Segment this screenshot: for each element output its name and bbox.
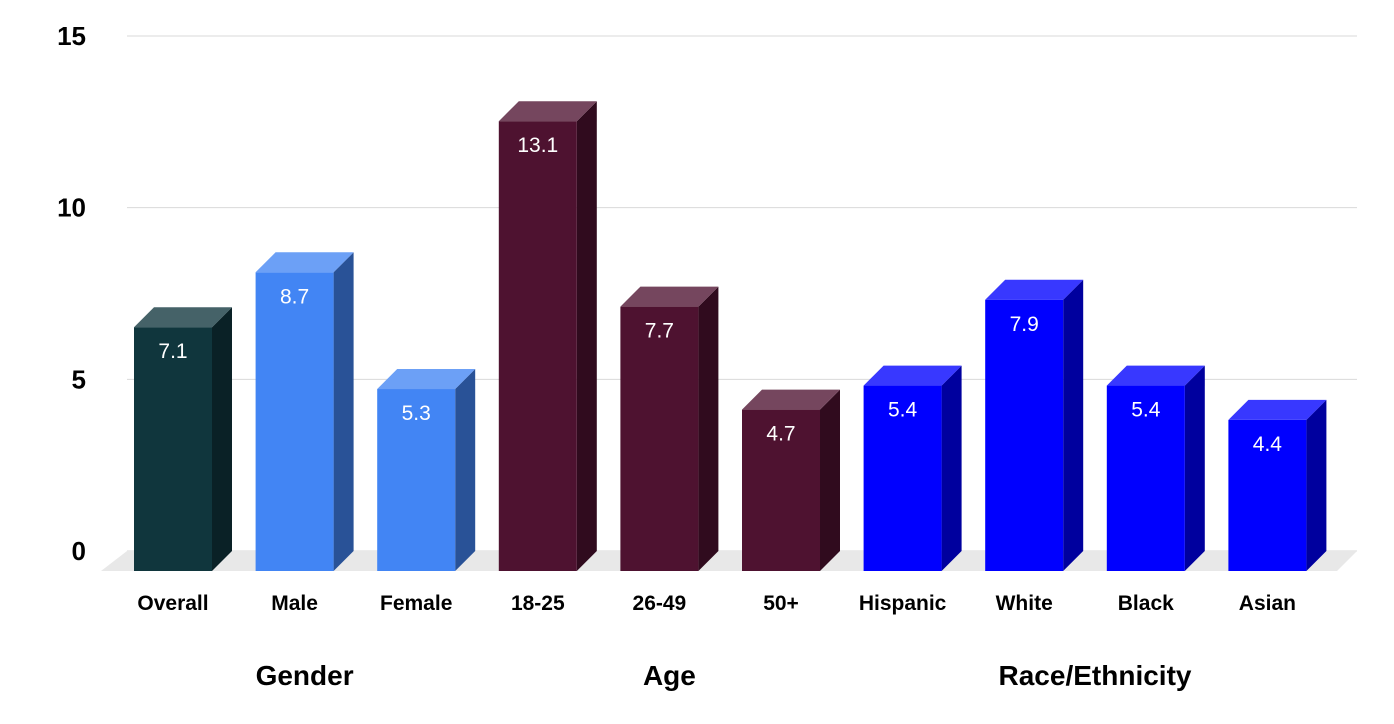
- bar-top: [742, 389, 840, 410]
- bar-top: [377, 369, 476, 390]
- bar: [1106, 365, 1205, 571]
- bar: [985, 279, 1084, 571]
- bar: [377, 369, 476, 571]
- bar-front: [620, 306, 699, 571]
- data-label: 4.7: [766, 423, 795, 446]
- group-labels: Gender Age Race/Ethnicity: [256, 660, 1192, 691]
- bar-front: [498, 121, 577, 571]
- data-label: 7.9: [1010, 313, 1039, 336]
- bar-front: [1228, 419, 1307, 571]
- y-axis-ticks: 0 5 10 15: [57, 21, 86, 566]
- bar: [742, 389, 840, 571]
- group-label: Gender: [256, 660, 354, 691]
- bar-top: [863, 365, 962, 386]
- x-tick-label: 26-49: [633, 592, 687, 615]
- bar-top: [620, 286, 719, 307]
- data-label: 5.4: [888, 399, 918, 422]
- data-label: 4.4: [1253, 433, 1283, 456]
- data-label: 7.7: [645, 320, 674, 343]
- x-tick-label: 50+: [763, 592, 799, 615]
- bar-front: [863, 385, 942, 571]
- bar-top: [1228, 399, 1327, 420]
- x-tick-label: White: [996, 592, 1053, 615]
- x-tick-label: Male: [271, 592, 318, 615]
- bar: [134, 307, 232, 571]
- y-tick-label: 5: [72, 364, 86, 394]
- bar-side: [820, 389, 840, 571]
- bar-top: [1106, 365, 1205, 386]
- bar-front: [377, 389, 456, 571]
- bar-front: [255, 272, 334, 571]
- bar-top: [255, 252, 354, 273]
- x-tick-label: Female: [380, 592, 452, 615]
- data-label: 5.4: [1131, 399, 1161, 422]
- bar-side: [1184, 365, 1205, 571]
- data-label: 5.3: [402, 402, 431, 425]
- bar: [863, 365, 962, 571]
- bar-front: [1106, 385, 1185, 571]
- group-label: Age: [643, 660, 696, 691]
- bar: [498, 101, 597, 571]
- y-tick-label: 0: [72, 536, 86, 566]
- bar: [255, 252, 354, 572]
- bar-top: [134, 307, 232, 328]
- y-tick-label: 15: [57, 21, 86, 51]
- bar-side: [212, 307, 232, 571]
- bar-front: [742, 409, 820, 571]
- bar-front: [985, 299, 1064, 571]
- data-label: 7.1: [158, 340, 187, 363]
- bar-side: [698, 286, 719, 571]
- data-label: 8.7: [280, 285, 309, 308]
- bar-side: [1306, 399, 1327, 571]
- bar-top: [498, 101, 597, 122]
- bar-side: [576, 101, 597, 571]
- x-tick-label: Black: [1118, 592, 1174, 615]
- data-labels: 7.1 8.7 5.3 13.1 7.7 4.7 5.4 7.9 5.4 4.4: [158, 134, 1282, 456]
- bar-side: [1063, 279, 1084, 571]
- bar-side: [333, 252, 354, 572]
- x-axis-ticks: Overall Male Female 18-25 26-49 50+ Hispanic Wh…: [137, 592, 1296, 615]
- x-tick-label: 18-25: [511, 592, 565, 615]
- y-tick-label: 10: [57, 193, 86, 223]
- bar-side: [941, 365, 962, 571]
- x-tick-label: Hispanic: [859, 592, 947, 615]
- x-tick-label: Overall: [137, 592, 208, 615]
- x-tick-label: Asian: [1239, 592, 1296, 615]
- data-label: 13.1: [517, 134, 558, 157]
- bar: [1228, 399, 1327, 571]
- group-label: Race/Ethnicity: [999, 660, 1192, 691]
- bar: [620, 286, 719, 571]
- bar-top: [985, 279, 1084, 300]
- bars: [134, 101, 1327, 572]
- bar-side: [455, 369, 476, 571]
- bar-front: [134, 327, 212, 571]
